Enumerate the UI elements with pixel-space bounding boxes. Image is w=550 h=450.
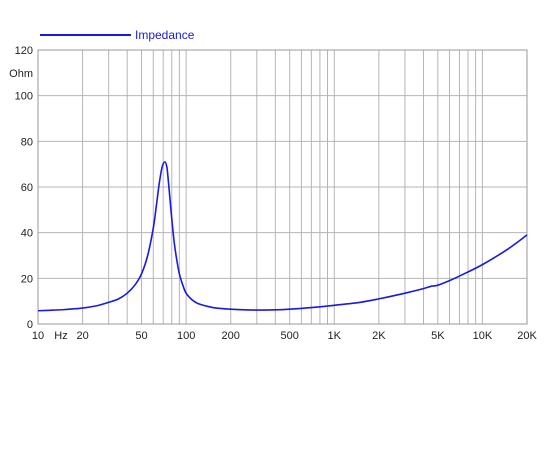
y-axis-unit-label: Ohm (9, 68, 33, 80)
x-tick-label: 10 (32, 330, 44, 342)
x-tick-label: 200 (222, 330, 240, 342)
x-tick-label: 5K (431, 330, 445, 342)
y-tick-label: 100 (15, 91, 33, 103)
x-tick-label: 100 (177, 330, 195, 342)
x-tick-label: 500 (280, 330, 298, 342)
y-tick-label: 120 (15, 45, 33, 57)
series-line-impedance (37, 161, 528, 312)
y-tick-label: 0 (27, 319, 33, 331)
x-tick-label: 20 (76, 330, 88, 342)
plot-frame (37, 49, 528, 325)
x-tick-label: 20K (517, 330, 537, 342)
x-tick-label: 1K (328, 330, 342, 342)
x-axis-ticks: 10 20 50 100 200 500 1K 2K 5K 10K 20K (32, 330, 538, 342)
y-axis-ticks: 0 20 40 60 80 100 120 (15, 45, 33, 331)
series-layer (37, 161, 528, 312)
y-tick-label: 40 (21, 228, 33, 240)
x-tick-label: 50 (135, 330, 147, 342)
x-axis-unit-label: Hz (54, 330, 67, 342)
x-tick-label: 2K (372, 330, 386, 342)
y-tick-label: 20 (21, 273, 33, 285)
legend: Impedance (40, 28, 195, 42)
legend-label-impedance: Impedance (135, 28, 195, 42)
x-tick-label: 10K (473, 330, 493, 342)
y-tick-label: 80 (21, 136, 33, 148)
y-tick-label: 60 (21, 182, 33, 194)
grid (37, 49, 528, 325)
